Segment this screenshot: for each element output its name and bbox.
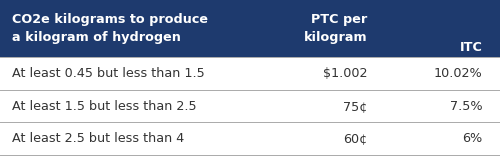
Text: At least 2.5 but less than 4: At least 2.5 but less than 4: [12, 132, 185, 145]
Text: At least 1.5 but less than 2.5: At least 1.5 but less than 2.5: [12, 100, 197, 113]
Text: ITC: ITC: [460, 41, 482, 54]
Text: CO2e kilograms to produce
a kilogram of hydrogen: CO2e kilograms to produce a kilogram of …: [12, 13, 208, 44]
FancyBboxPatch shape: [0, 0, 500, 57]
Text: 75¢: 75¢: [343, 100, 367, 113]
Text: 60¢: 60¢: [343, 132, 367, 145]
Text: PTC per
kilogram: PTC per kilogram: [304, 13, 368, 44]
Text: $1.002: $1.002: [323, 67, 368, 80]
Text: 10.02%: 10.02%: [434, 67, 482, 80]
Text: 7.5%: 7.5%: [450, 100, 482, 113]
Text: 6%: 6%: [462, 132, 482, 145]
Text: At least 0.45 but less than 1.5: At least 0.45 but less than 1.5: [12, 67, 205, 80]
